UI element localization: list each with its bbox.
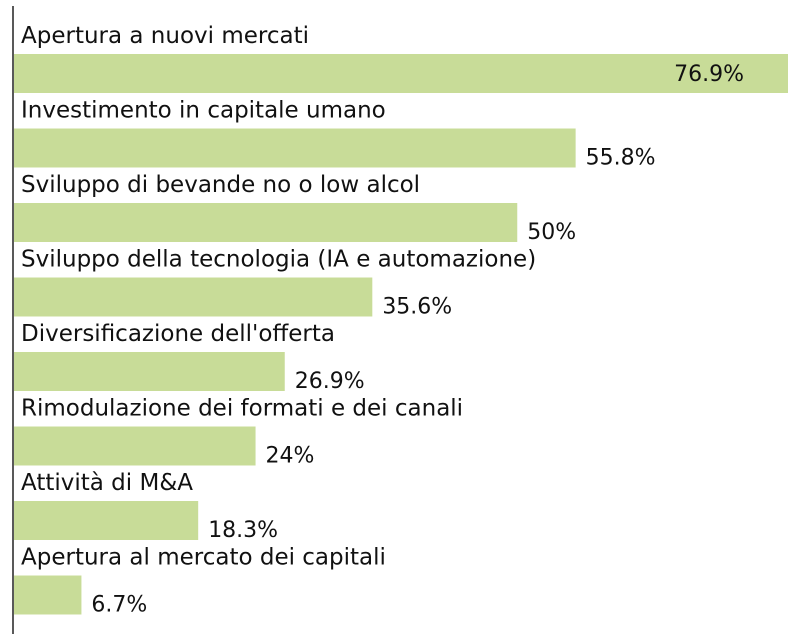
bar [14, 426, 256, 466]
bar [14, 128, 576, 168]
category-label: Apertura a nuovi mercati [21, 23, 309, 49]
bar [14, 352, 285, 391]
bar [14, 54, 788, 93]
category-label: Attività di M&A [21, 470, 193, 496]
value-label: 6.7% [91, 593, 147, 618]
category-label: Rimodulazione dei formati e dei canali [21, 396, 463, 422]
value-label: 50% [527, 220, 576, 245]
category-label: Investimento in capitale umano [21, 98, 386, 124]
bar [14, 203, 518, 242]
category-label: Apertura al mercato dei capitali [21, 545, 386, 571]
value-label: 35.6% [382, 295, 452, 320]
category-label: Diversificazione dell'offerta [21, 321, 335, 347]
bar [14, 277, 373, 317]
value-label: 24% [266, 444, 315, 469]
value-label: 26.9% [295, 369, 365, 394]
bar [14, 501, 199, 540]
value-label: 55.8% [586, 146, 656, 171]
category-label: Sviluppo della tecnologia (IA e automazi… [21, 247, 536, 273]
bar-rows: Apertura a nuovi mercati 76.9% Investiment… [14, 23, 788, 618]
category-label: Sviluppo di bevande no o low alcol [21, 172, 420, 198]
value-label: 18.3% [208, 518, 278, 543]
value-label: 76.9% [674, 62, 744, 87]
bar [14, 575, 82, 615]
